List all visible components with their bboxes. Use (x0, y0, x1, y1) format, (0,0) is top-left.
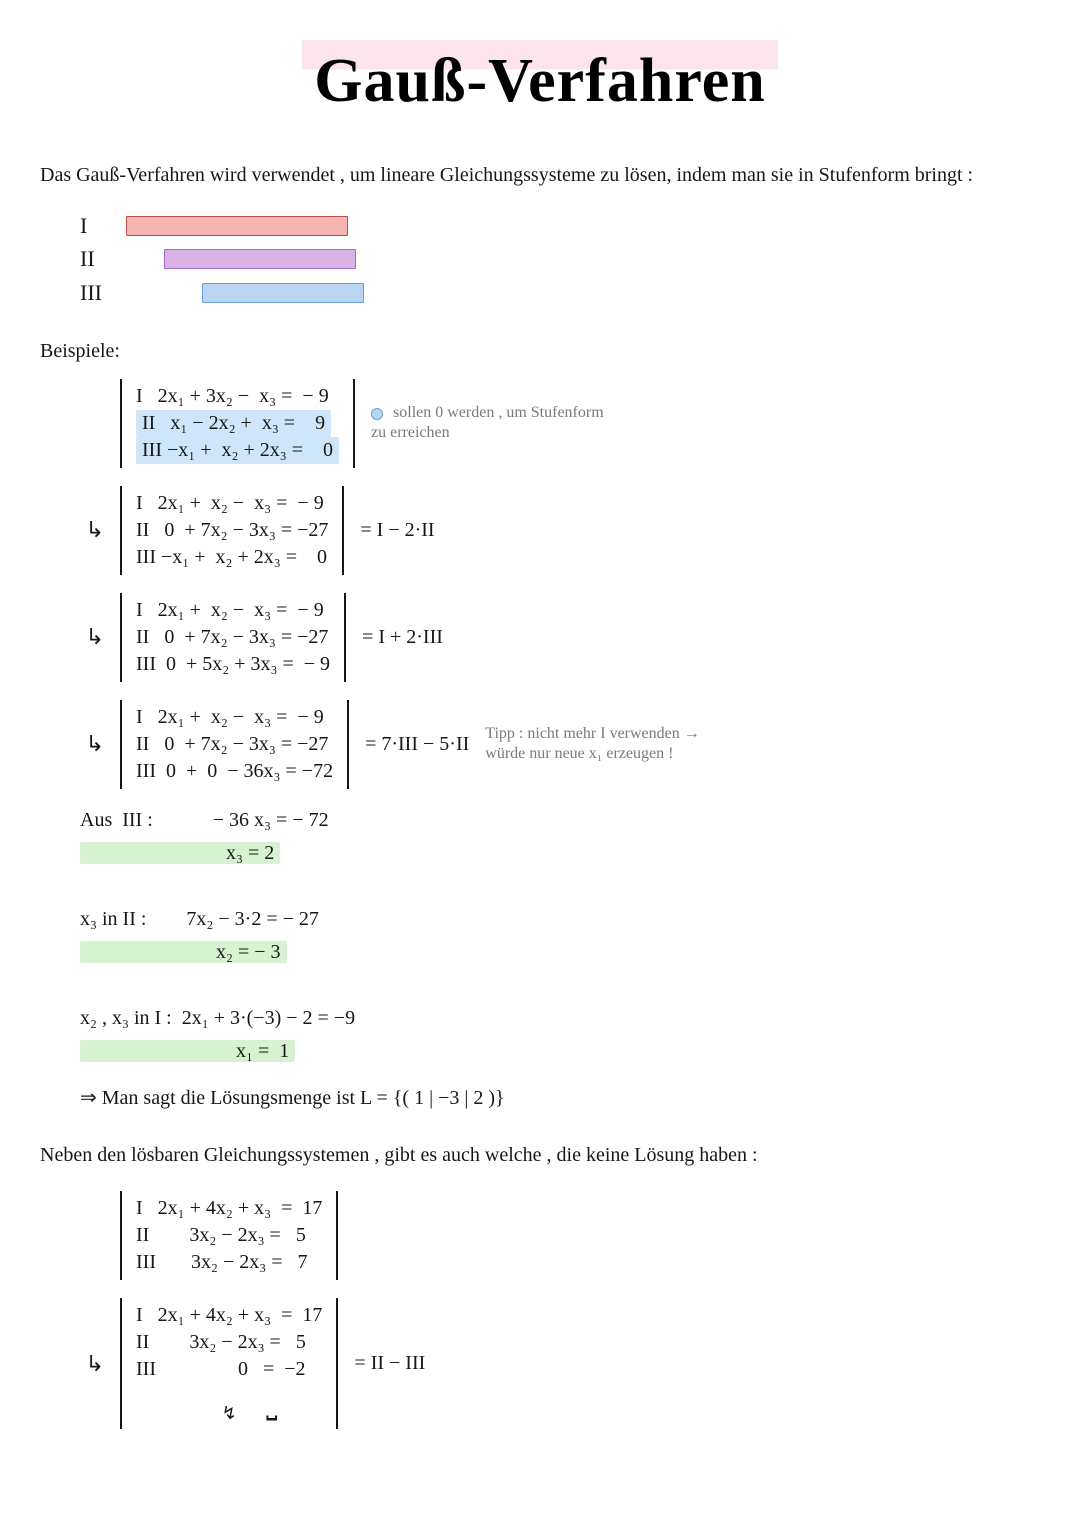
backsub-line: x₂ , x₃ in I : 2x₁ + 3·(−3) − 2 = −9 (80, 1005, 1040, 1032)
eq-prefix: III (136, 1356, 226, 1383)
contradiction-brace: 0 = −2 (238, 1356, 306, 1403)
arrow-icon: ↳ (80, 1349, 104, 1379)
no-solution-paragraph: Neben den lösbaren Gleichungssystemen , … (40, 1142, 1040, 1169)
row-operation: = II − III (354, 1350, 425, 1377)
eq: III 3x₂ − 2x₃ = 7 (136, 1249, 307, 1276)
row-operation: = 7·III − 5·II (365, 731, 469, 758)
page-title: Gauß-Verfahren (302, 40, 777, 124)
eq-highlight-x1b: III −x₁ + x₂ + 2x₃ = 0 (136, 437, 339, 464)
row-label-3: III (80, 278, 108, 308)
eq: II 0 + 7x₂ − 3x₃ = −27 (136, 731, 328, 758)
row-operation: = I − 2·II (360, 517, 434, 544)
dot-icon (371, 408, 383, 420)
backsub-line: x₃ in II : 7x₂ − 3·2 = − 27 (80, 906, 1040, 933)
eq: II 0 + 7x₂ − 3x₃ = −27 (136, 517, 328, 544)
eq: II 0 + 7x₂ − 3x₃ = −27 (136, 624, 328, 651)
eq: I 2x₁ + x₂ − x₃ = − 9 (136, 490, 324, 517)
eq: I 2x₁ + x₂ − x₃ = − 9 (136, 704, 324, 731)
annotation-zero: sollen 0 werden , um Stufenform zu errei… (371, 403, 611, 443)
system-2: ↳ I 2x₁ + x₂ − x₃ = − 9 II 0 + 7x₂ − 3x₃… (80, 486, 1040, 575)
tip-annotation: Tipp : nicht mehr I verwenden → würde nu… (485, 724, 725, 764)
system-1: I 2x₁ + 3x₂ − x₃ = − 9 II x₁ − 2x₂ + x₃ … (80, 379, 1040, 468)
eq: II 3x₂ − 2x₃ = 5 (136, 1329, 306, 1356)
eq: I 2x₁ + x₂ − x₃ = − 9 (136, 597, 324, 624)
system-4: ↳ I 2x₁ + x₂ − x₃ = − 9 II 0 + 7x₂ − 3x₃… (80, 700, 1040, 789)
eq: I 2x₁ + 4x₂ + x₃ = 17 (136, 1302, 322, 1329)
system-b2: ↳ I 2x₁ + 4x₂ + x₃ = 17 II 3x₂ − 2x₃ = 5… (80, 1298, 1040, 1429)
backsub-line: x₁ = 1 (80, 1038, 1040, 1065)
backsub-line: x₂ = − 3 (80, 939, 1040, 966)
eq: III 0 + 5x₂ + 3x₃ = − 9 (136, 651, 330, 678)
bar-row-2 (164, 249, 356, 269)
eq: II 3x₂ − 2x₃ = 5 (136, 1222, 306, 1249)
eq: I 2x₁ + 3x₂ − x₃ = − 9 (136, 383, 329, 410)
bar-row-1 (126, 216, 348, 236)
row-label-2: II (80, 244, 108, 274)
backsub-line: Aus III : − 36 x₃ = − 72 (80, 807, 1040, 834)
backsub-line: x₃ = 2 (80, 840, 1040, 867)
eq-highlight-x1: II x₁ − 2x₂ + x₃ = 9 (136, 410, 331, 437)
row-operation: = I + 2·III (362, 624, 443, 651)
arrow-icon: ↳ (80, 729, 104, 759)
eq: III −x₁ + x₂ + 2x₃ = 0 (136, 544, 327, 571)
staircase-diagram: I II III (80, 211, 1040, 308)
system-b1: I 2x₁ + 4x₂ + x₃ = 17 II 3x₂ − 2x₃ = 5 I… (80, 1191, 1040, 1280)
eq: I 2x₁ + 4x₂ + x₃ = 17 (136, 1195, 322, 1222)
solution-set: ⇒ Man sagt die Lösungsmenge ist L = {( 1… (80, 1085, 1040, 1112)
system-3: ↳ I 2x₁ + x₂ − x₃ = − 9 II 0 + 7x₂ − 3x₃… (80, 593, 1040, 682)
arrow-icon: ↳ (80, 622, 104, 652)
intro-paragraph: Das Gauß-Verfahren wird verwendet , um l… (40, 162, 1040, 189)
arrow-icon: ↳ (80, 515, 104, 545)
eq: III 0 + 0 − 36x₃ = −72 (136, 758, 333, 785)
examples-heading: Beispiele: (40, 338, 1040, 365)
bar-row-3 (202, 283, 364, 303)
row-label-1: I (80, 211, 108, 241)
